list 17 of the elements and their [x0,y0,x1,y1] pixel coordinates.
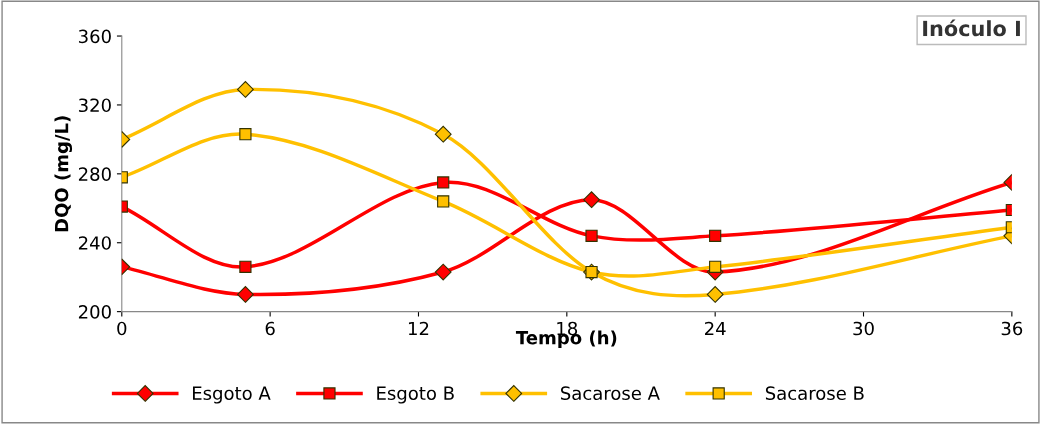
x-tick-label: 12 [408,321,429,336]
x-tick-label: 6 [265,321,275,336]
y-tick-label: 240 [78,236,111,250]
x-tick-label: 24 [705,321,726,336]
y-tick-label: 280 [78,167,111,181]
y-tick-label: 200 [78,305,111,319]
chart-title: Inóculo I [923,19,1020,37]
y-tick-label: 320 [78,98,111,113]
y-tick-label: 360 [78,29,111,44]
legend-label: Esgoto B [377,386,454,404]
x-tick-label: 30 [853,321,874,336]
x-tick-label: 0 [117,321,127,336]
x-tick-label: 36 [1001,321,1023,336]
legend-label: Esgoto A [193,386,271,404]
legend-label: Sacarose A [560,386,660,401]
legend-label: Sacarose B [765,386,864,401]
y-axis-title: DQO (mg/L) [54,116,73,232]
